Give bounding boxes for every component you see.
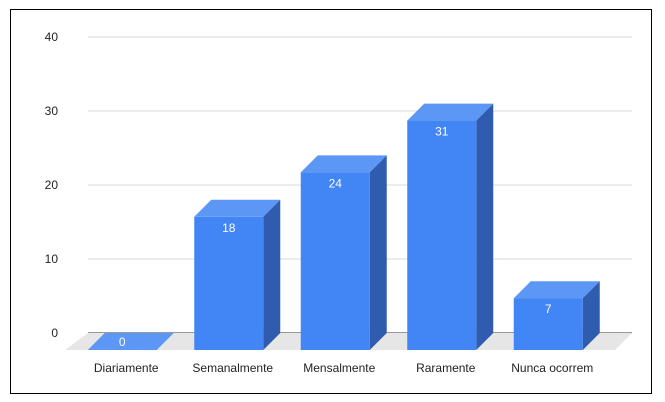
x-axis-labels: Diariamente Semanalmente Mensalmente Rarame… — [94, 361, 593, 375]
y-axis-ticks: 0 10 20 30 40 — [45, 30, 59, 340]
bar-top — [407, 103, 494, 121]
bar-front — [194, 216, 264, 350]
x-category-label: Raramente — [416, 361, 476, 375]
bar-top — [300, 155, 387, 173]
bar-front — [513, 298, 583, 350]
bar-side — [263, 199, 281, 350]
x-category-label: Semanalmente — [192, 361, 273, 375]
y-tick-label: 30 — [45, 104, 59, 118]
bar-side — [476, 103, 494, 350]
data-label: 18 — [222, 221, 236, 235]
y-tick-label: 20 — [45, 178, 59, 192]
data-label: 24 — [329, 176, 343, 190]
bar-side — [582, 281, 600, 350]
bar-side — [369, 155, 387, 350]
bar-front — [300, 172, 370, 350]
bar: 0 — [87, 333, 174, 350]
y-tick-label: 0 — [51, 326, 58, 340]
y-tick-label: 40 — [45, 30, 59, 44]
x-category-label: Nunca ocorrem — [511, 361, 593, 375]
bar: 31 — [407, 103, 494, 350]
y-tick-label: 10 — [45, 252, 59, 266]
bar-front — [407, 120, 477, 350]
x-category-label: Mensalmente — [303, 361, 375, 375]
bars: 0 18 24 31 7 — [87, 103, 600, 350]
data-label: 0 — [119, 335, 126, 349]
x-category-label: Diariamente — [94, 361, 159, 375]
bar: 7 — [513, 281, 600, 350]
bar-top — [513, 281, 600, 299]
bar-top — [87, 333, 174, 350]
data-label: 7 — [545, 302, 552, 316]
bar-top — [194, 199, 281, 217]
data-label: 31 — [435, 125, 449, 139]
bar: 18 — [194, 199, 281, 350]
bar: 24 — [300, 155, 387, 350]
